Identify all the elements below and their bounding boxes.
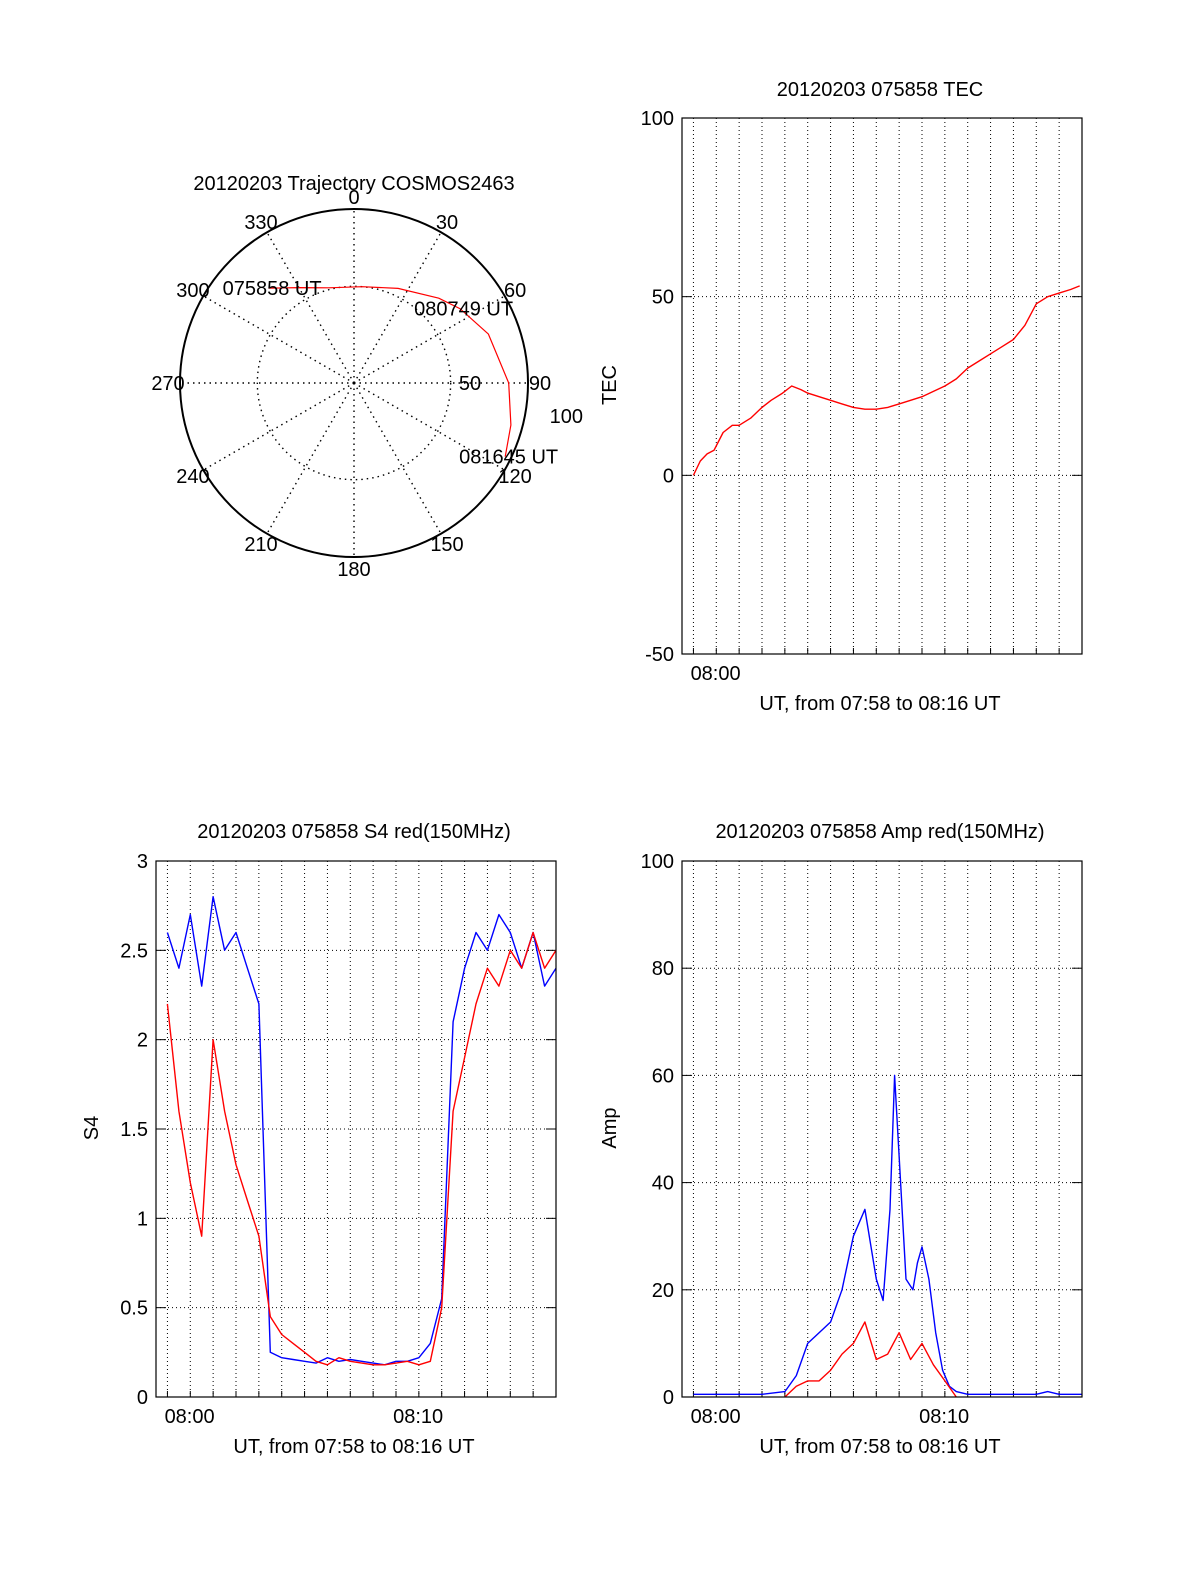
y-tick-label: -50 (645, 644, 674, 666)
polar-outer-ring (179, 208, 529, 558)
y-tick-label: 0 (663, 1387, 674, 1409)
series-line-blue (166, 896, 556, 1366)
plot-series-group (692, 285, 1080, 476)
amp-title: 20120203 075858 Amp red(150MHz) (715, 821, 1044, 843)
y-tick-label: 1 (137, 1208, 148, 1230)
amp-x-axis-label: UT, from 07:58 to 08:16 UT (759, 1436, 1000, 1458)
polar-angle-label: 90 (529, 373, 551, 395)
trajectory-time-label: 075858 UT (223, 278, 322, 300)
plot-frame (681, 860, 1083, 1398)
polar-angle-label: 0 (348, 187, 359, 209)
plot-series-group (166, 896, 556, 1366)
amp-chart: 20120203 075858 Amp red(150MHz) UT, from… (599, 821, 1083, 1458)
y-tick-label: 0 (137, 1387, 148, 1409)
y-tick-label: 3 (137, 851, 148, 873)
y-tick-label: 20 (652, 1280, 674, 1302)
tec-x-axis-label: UT, from 07:58 to 08:16 UT (759, 693, 1000, 715)
polar-spoke (266, 231, 355, 384)
trajectory-line (268, 286, 512, 457)
y-tick-label: 1.5 (120, 1119, 148, 1141)
polar-title: 20120203 Trajectory COSMOS2463 (193, 173, 514, 195)
polar-spoke (353, 382, 506, 471)
y-tick-label: 60 (652, 1065, 674, 1087)
s4-x-axis-label: UT, from 07:58 to 08:16 UT (233, 1436, 474, 1458)
y-tick-label: 80 (652, 958, 674, 980)
x-tick-label: 08:10 (919, 1406, 969, 1428)
series-line-red (692, 285, 1080, 476)
s4-y-axis-label: S4 (81, 1116, 103, 1140)
series-line-blue (693, 1074, 1082, 1395)
y-tick-label: 0 (663, 465, 674, 487)
amp-y-axis-label: Amp (599, 1107, 621, 1148)
polar-radial-label: 100 (550, 406, 583, 428)
polar-spoke (266, 382, 355, 535)
plot-series-group (693, 1074, 1082, 1397)
polar-ring-50 (256, 285, 452, 481)
y-tick-label: 40 (652, 1173, 674, 1195)
polar-spoke (353, 231, 442, 384)
y-tick-label: 2.5 (120, 940, 148, 962)
polar-spoke (353, 295, 506, 384)
polar-angle-label: 210 (244, 534, 277, 556)
polar-spoke (202, 382, 355, 471)
plot-frame (681, 117, 1083, 655)
polar-angle-label: 240 (176, 466, 209, 488)
polar-angle-label: 300 (176, 280, 209, 302)
polar-angle-label: 60 (504, 280, 526, 302)
x-tick-label: 08:00 (691, 663, 741, 685)
y-tick-label: 0.5 (120, 1298, 148, 1320)
polar-angle-label: 270 (151, 373, 184, 395)
x-tick-label: 08:00 (691, 1406, 741, 1428)
y-tick-label: 100 (641, 851, 674, 873)
x-tick-label: 08:00 (165, 1406, 215, 1428)
tec-y-axis-label: TEC (599, 365, 621, 405)
tec-title: 20120203 075858 TEC (777, 79, 983, 101)
trajectory-polar-chart: 20120203 Trajectory COSMOS2463 0 30 60 90 12… (151, 173, 583, 581)
x-tick-label: 08:10 (393, 1406, 443, 1428)
series-line-red (784, 1321, 957, 1397)
tec-chart: 20120203 075858 TEC UT, from 07:58 to 08… (599, 79, 1083, 715)
polar-radial-label: 50 (459, 373, 481, 395)
polar-angle-label: 150 (430, 534, 463, 556)
s4-title: 20120203 075858 S4 red(150MHz) (197, 821, 511, 843)
polar-spoke (202, 295, 355, 384)
series-line-red (166, 931, 556, 1366)
trajectory-time-label: 081645 UT (459, 447, 558, 469)
plot-frame (155, 860, 557, 1398)
y-tick-label: 2 (137, 1030, 148, 1052)
s4-chart: 20120203 075858 S4 red(150MHz) UT, from … (81, 821, 557, 1458)
polar-angle-label: 330 (244, 212, 277, 234)
polar-angle-label: 180 (337, 559, 370, 581)
trajectory-time-label: 080749 UT (414, 299, 513, 321)
y-tick-label: 50 (652, 287, 674, 309)
polar-angle-label: 120 (498, 466, 531, 488)
y-tick-label: 100 (641, 108, 674, 130)
polar-angle-label: 30 (436, 212, 458, 234)
polar-spoke (353, 382, 442, 535)
